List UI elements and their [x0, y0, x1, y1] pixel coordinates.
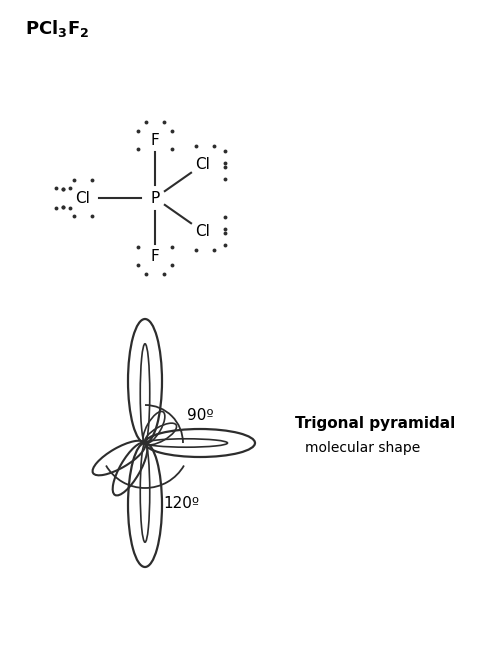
Text: F: F [151, 249, 159, 264]
Text: 120º: 120º [163, 496, 199, 511]
Text: 90º: 90º [187, 407, 214, 422]
Text: $\mathbf{PCl_3F_2}$: $\mathbf{PCl_3F_2}$ [25, 18, 89, 39]
Text: Trigonal pyramidal: Trigonal pyramidal [295, 415, 455, 430]
Text: Cl: Cl [195, 157, 210, 172]
Text: molecular shape: molecular shape [305, 441, 420, 455]
Text: F: F [151, 133, 159, 148]
Text: Cl: Cl [195, 224, 210, 239]
Text: Cl: Cl [75, 191, 90, 206]
Text: P: P [150, 191, 159, 206]
